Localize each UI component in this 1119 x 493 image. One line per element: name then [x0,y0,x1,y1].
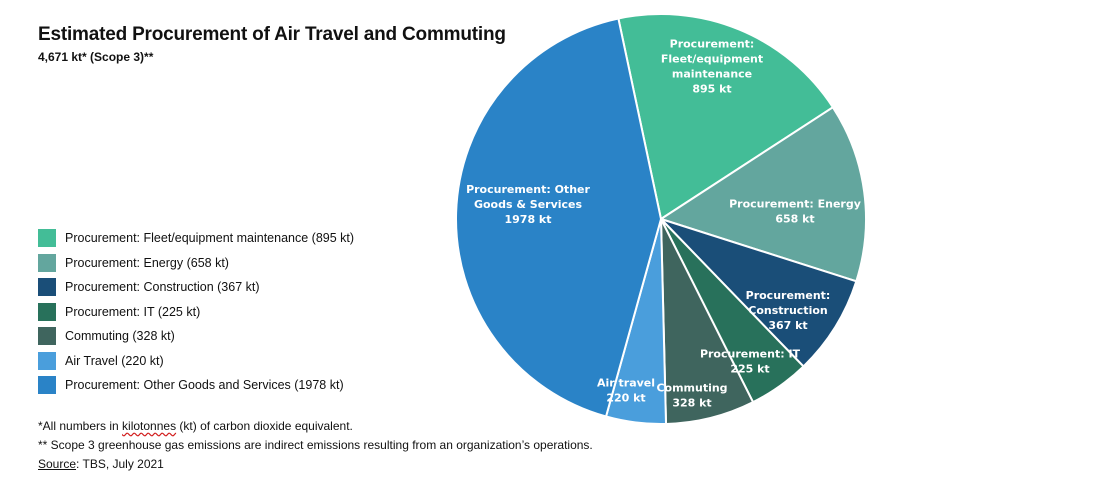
legend-item-other-goods: Procurement: Other Goods and Services (1… [38,373,354,398]
pie-slice-1 [658,105,867,283]
pie-slice-label-5: Air travel 220 kt [597,377,655,405]
footnote-scope3: ** Scope 3 greenhouse gas emissions are … [38,438,593,452]
legend-swatch [38,302,56,321]
legend-item-fleet: Procurement: Fleet/equipment maintenance… [38,226,354,251]
pie-slice-label-6: Procurement: Other Goods & Services 1978 k… [466,183,590,226]
legend-label: Procurement: Other Goods and Services (1… [65,378,344,393]
pie-slice-label-2: Procurement: Construction 367 kt [746,289,831,332]
footnote-source: Source: TBS, July 2021 [38,455,593,474]
footnote-units-suffix: (kt) of carbon dioxide equivalent. [176,419,353,433]
legend-item-it: Procurement: IT (225 kt) [38,300,354,325]
legend-item-air-travel: Air Travel (220 kt) [38,349,354,374]
pie-slice-0 [617,13,835,221]
source-text: : TBS, July 2021 [76,457,164,471]
legend-swatch [38,229,56,248]
chart-title: Estimated Procurement of Air Travel and … [38,24,506,45]
legend-item-commuting: Commuting (328 kt) [38,324,354,349]
legend-label: Procurement: Fleet/equipment maintenance… [65,231,355,246]
legend-swatch [38,253,56,272]
legend-label: Procurement: IT (225 kt) [65,304,201,319]
footnotes: *All numbers in kilotonnes (kt) of carbo… [38,417,593,474]
legend-label: Air Travel (220 kt) [65,353,164,368]
legend: Procurement: Fleet/equipment maintenance… [38,226,354,398]
pie-slice-label-3: Procurement: IT 225 kt [700,348,801,376]
footnote-units: *All numbers in kilotonnes (kt) of carbo… [38,417,593,436]
legend-label: Procurement: Construction (367 kt) [65,280,260,295]
footnote-units-prefix: *All numbers in [38,419,123,433]
legend-swatch [38,351,56,370]
pie-slice-2 [660,218,858,368]
pie-slice-label-0: Procurement: Fleet/equipment maintenance 89… [661,38,763,96]
legend-label: Procurement: Energy (658 kt) [65,255,229,270]
pie-slice-label-1: Procurement: Energy 658 kt [729,198,861,226]
pie-slice-6 [455,17,663,418]
source-label: Source [38,457,77,471]
legend-swatch [38,376,56,395]
legend-item-energy: Procurement: Energy (658 kt) [38,251,354,276]
legend-swatch [38,327,56,346]
footnote-units-word: kilotonnes [122,419,177,433]
legend-swatch [38,278,56,297]
legend-label: Commuting (328 kt) [65,329,175,344]
legend-item-construction: Procurement: Construction (367 kt) [38,275,354,300]
chart-subtitle: 4,671 kt* (Scope 3)** [38,50,154,64]
pie-slice-label-4: Commuting 328 kt [656,382,727,410]
